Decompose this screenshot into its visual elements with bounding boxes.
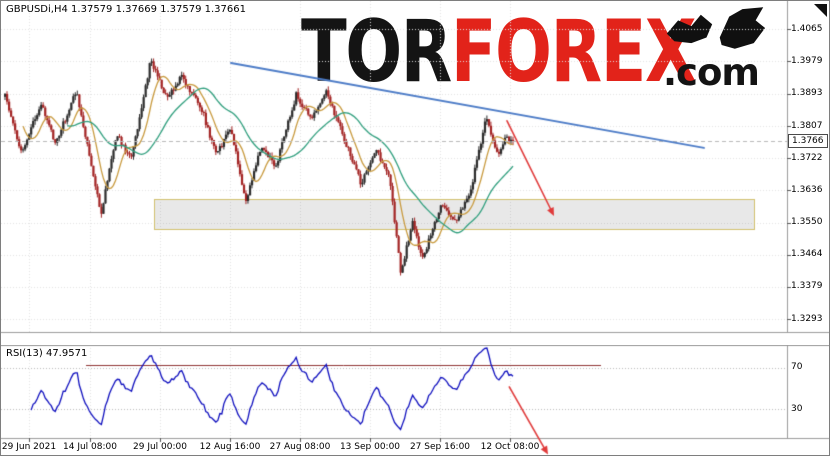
current-price-tag: 1.3766 <box>788 134 828 149</box>
price-axis-label: 1.3893 <box>791 88 823 99</box>
time-axis-label: 14 Jul 08:00 <box>63 442 117 452</box>
time-axis-label: 27 Sep 16:00 <box>409 442 471 452</box>
rsi-level-label: 70 <box>791 362 803 373</box>
price-axis-label: 1.3636 <box>791 184 823 195</box>
rsi-level-label: 30 <box>791 403 803 414</box>
symbol-ohlc-label: GBPUSDi,H4 1.37579 1.37669 1.37579 1.376… <box>6 4 246 15</box>
price-axis-label: 1.3807 <box>791 120 823 131</box>
time-axis-label: 29 Jul 00:00 <box>133 442 187 452</box>
price-axis-label: 1.3464 <box>791 249 823 260</box>
time-axis-label: 12 Oct 08:00 <box>480 442 540 452</box>
time-axis-label: 27 Aug 08:00 <box>269 442 331 452</box>
price-axis-label: 1.3293 <box>791 313 823 324</box>
symbol-name: GBPUSDi,H4 <box>6 4 68 15</box>
time-axis-label: 29 Jun 2021 <box>1 442 57 452</box>
main-price-chart[interactable] <box>1 1 829 345</box>
price-axis-label: 1.3550 <box>791 217 823 228</box>
corner-marker-icon <box>814 4 827 17</box>
price-axis-label: 1.4065 <box>791 23 823 34</box>
time-axis-label: 13 Sep 00:00 <box>339 442 401 452</box>
time-axis-label: 12 Aug 16:00 <box>199 442 261 452</box>
rsi-value-label: RSI(13) 47.9571 <box>6 348 88 359</box>
price-axis-label: 1.3979 <box>791 55 823 66</box>
price-axis-label: 1.3722 <box>791 152 823 163</box>
rsi-indicator-chart[interactable] <box>1 345 829 455</box>
ohlc-values: 1.37579 1.37669 1.37579 1.37661 <box>71 4 246 15</box>
price-axis-label: 1.3379 <box>791 281 823 292</box>
